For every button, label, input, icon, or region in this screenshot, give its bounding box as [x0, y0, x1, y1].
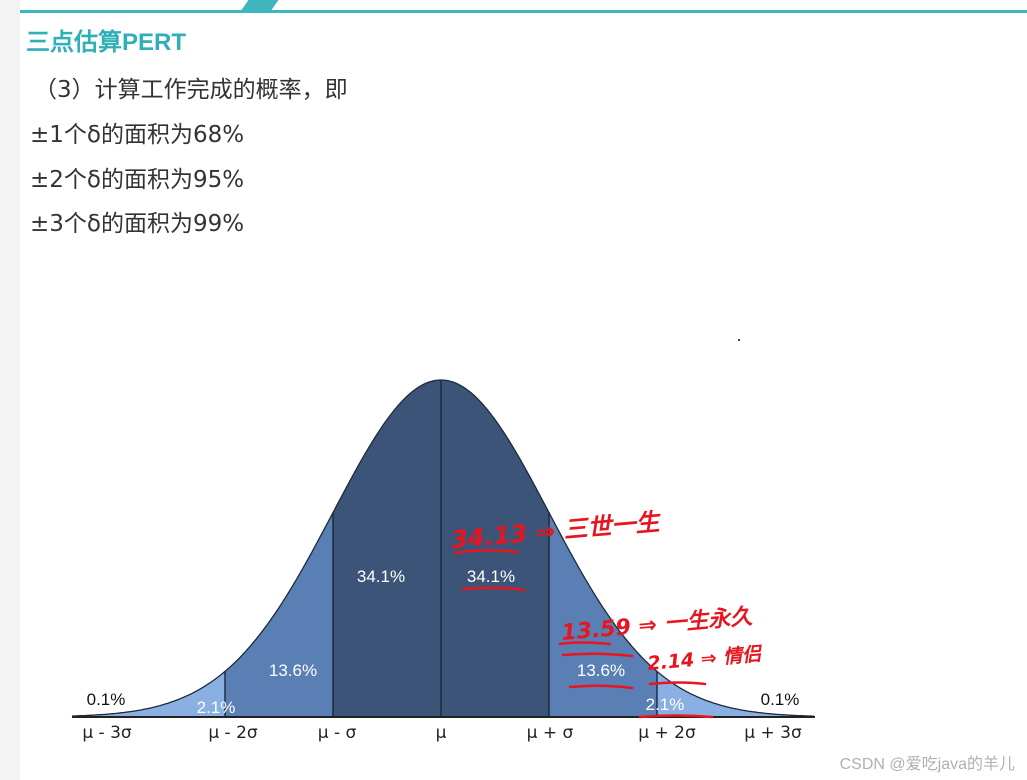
x-tick-label: μ + 3σ [744, 723, 802, 743]
step-heading: （3）计算工作完成的概率，即 [34, 77, 348, 103]
handwritten-note: 2.14 ⇒ 情侣 [647, 643, 765, 675]
x-tick-label: μ + σ [527, 723, 574, 743]
x-tick-label: μ - 3σ [82, 723, 132, 743]
band-1 [117, 671, 225, 717]
top-rule [20, 10, 1027, 13]
red-underline-stroke [558, 641, 612, 646]
chart-bands [72, 380, 815, 717]
x-tick-label: μ - σ [318, 723, 357, 743]
band-labels: 0.1% 2.1% 13.6% 34.1% 34.1% 13.6% 2.1% 0.1% [87, 567, 800, 717]
x-tick-label: μ - 2σ [208, 723, 258, 743]
band-4 [441, 380, 549, 717]
red-underline-stroke [461, 586, 526, 592]
band-label: 2.1% [646, 695, 685, 714]
sigma-dividers [224, 380, 658, 717]
band-label: 0.1% [761, 690, 800, 709]
red-underline-stroke [648, 681, 707, 686]
stray-dot [738, 339, 740, 341]
sigma-3-line: ±3个δ的面积为99% [30, 211, 245, 237]
band-label: 0.1% [87, 690, 126, 709]
slide-title: 三点估算PERT [26, 29, 187, 56]
band-label: 34.1% [467, 567, 515, 586]
x-tick-label: μ [436, 723, 447, 743]
x-tick-labels: μ - 3σ μ - 2σ μ - σ μ μ + σ μ + 2σ μ + 3σ [82, 723, 802, 743]
band-label: 2.1% [197, 698, 236, 717]
sigma-1-line: ±1个δ的面积为68% [30, 122, 245, 148]
band-3 [333, 380, 441, 717]
csdn-watermark: CSDN @爱吃java的羊儿 [839, 756, 1015, 773]
band-label: 34.1% [357, 567, 405, 586]
band-6 [657, 671, 765, 717]
x-tick-label: μ + 2σ [638, 723, 696, 743]
red-underline-stroke [568, 684, 634, 690]
curve-outline [72, 379, 814, 717]
red-underline-stroke [453, 549, 520, 555]
band-label: 13.6% [577, 661, 625, 680]
red-underline-stroke [638, 714, 714, 719]
red-underline-stroke [561, 652, 634, 658]
band-label: 13.6% [269, 661, 317, 680]
sigma-2-line: ±2个δ的面积为95% [30, 167, 245, 193]
